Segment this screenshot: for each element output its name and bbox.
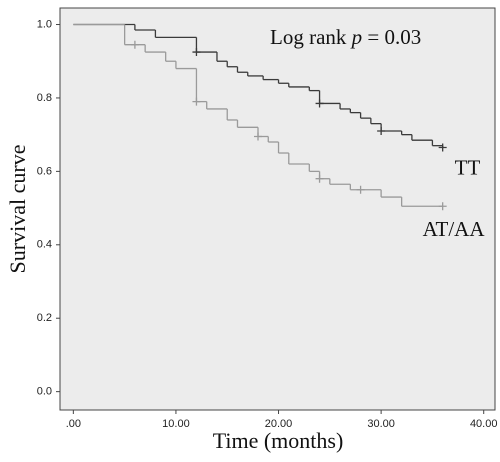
censor-mark — [192, 48, 201, 57]
x-tick-label: 30.00 — [367, 418, 395, 430]
y-tick-label: 0.4 — [37, 239, 52, 251]
censor-mark — [438, 143, 447, 152]
annotation-prefix: Log rank — [270, 25, 347, 49]
y-axis-label: Survival curve — [5, 145, 30, 274]
y-tick-label: 0.8 — [37, 92, 52, 104]
censor-mark — [377, 126, 386, 135]
series-label: AT/AA — [423, 217, 486, 241]
annotation: Log rank p = 0.03 — [270, 25, 421, 49]
x-tick-label: 20.00 — [265, 418, 293, 430]
annotation-value: = 0.03 — [367, 25, 421, 49]
annotation-stat: p — [350, 25, 363, 49]
censor-mark — [254, 132, 263, 141]
series-label: TT — [455, 155, 481, 179]
censor-mark — [192, 97, 201, 106]
x-tick-label: .00 — [66, 418, 81, 430]
censor-mark — [130, 40, 139, 49]
censor-mark — [438, 202, 447, 211]
plot-background — [59, 7, 496, 411]
censor-mark — [315, 99, 324, 108]
censor-mark — [315, 174, 324, 183]
y-tick-label: 0.6 — [37, 165, 52, 177]
y-tick-label: 1.0 — [37, 18, 52, 30]
x-tick-label: 40.00 — [470, 418, 498, 430]
x-tick-label: 10.00 — [162, 418, 190, 430]
censor-mark — [356, 185, 365, 194]
y-tick-label: 0.0 — [37, 386, 52, 398]
x-axis-label: Time (months) — [213, 428, 344, 453]
y-tick-label: 0.2 — [37, 312, 52, 324]
